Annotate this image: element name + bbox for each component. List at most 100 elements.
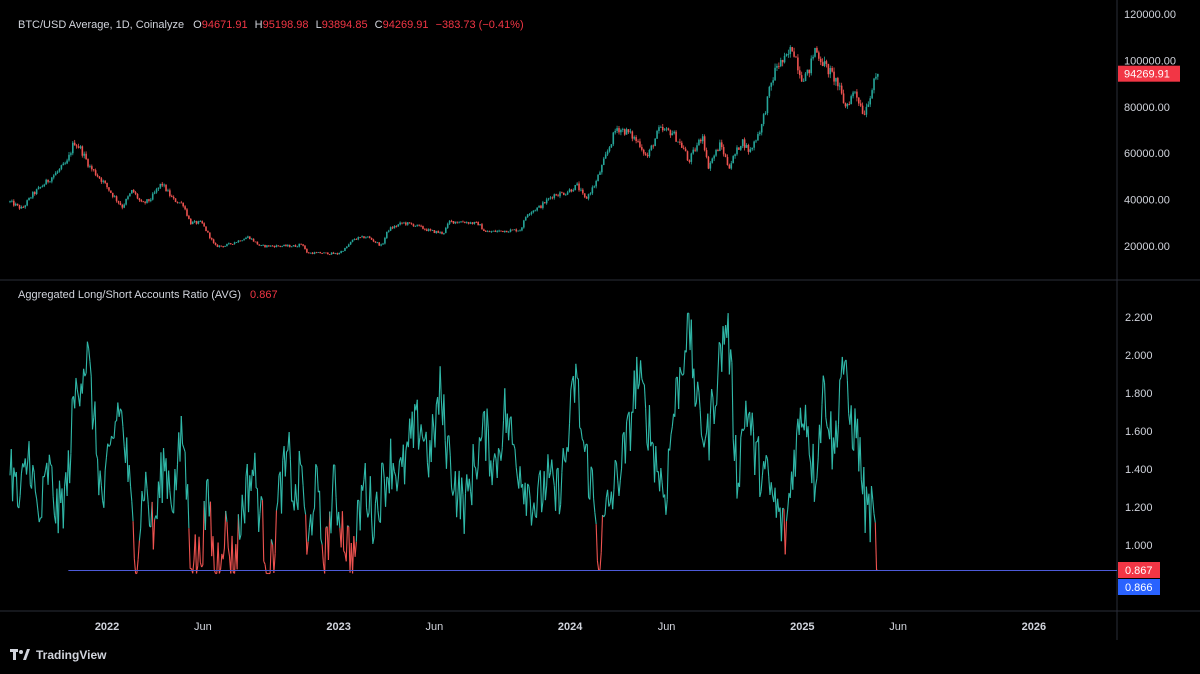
candle-body[interactable] xyxy=(64,163,66,165)
candle-body[interactable] xyxy=(490,231,493,233)
candle-body[interactable] xyxy=(568,189,571,193)
candle-body[interactable] xyxy=(648,149,651,157)
candle-body[interactable] xyxy=(117,200,120,203)
candle-body[interactable] xyxy=(720,142,723,148)
candle-body[interactable] xyxy=(283,244,285,247)
candle-body[interactable] xyxy=(203,223,205,227)
candle-body[interactable] xyxy=(772,80,774,83)
candle-body[interactable] xyxy=(260,245,263,246)
candle-body[interactable] xyxy=(401,222,403,224)
candle-body[interactable] xyxy=(692,149,695,154)
candle-body[interactable] xyxy=(852,92,854,97)
candle-body[interactable] xyxy=(313,252,316,254)
candle-body[interactable] xyxy=(146,199,148,203)
candle-body[interactable] xyxy=(536,207,538,211)
candle-body[interactable] xyxy=(439,231,441,233)
candle-body[interactable] xyxy=(384,237,386,244)
candle-body[interactable] xyxy=(484,231,487,232)
candle-body[interactable] xyxy=(22,206,25,208)
candle-body[interactable] xyxy=(652,145,655,147)
candle-body[interactable] xyxy=(406,222,409,225)
candle-body[interactable] xyxy=(831,68,833,72)
candle-body[interactable] xyxy=(532,210,535,213)
candle-body[interactable] xyxy=(113,196,116,198)
candle-body[interactable] xyxy=(511,229,514,231)
candle-body[interactable] xyxy=(338,252,341,255)
candle-body[interactable] xyxy=(231,243,234,245)
candle-body[interactable] xyxy=(37,187,40,190)
candle-body[interactable] xyxy=(51,177,53,182)
candle-body[interactable] xyxy=(395,226,398,227)
candle-body[interactable] xyxy=(599,172,601,175)
candle-body[interactable] xyxy=(549,197,552,199)
candle-body[interactable] xyxy=(614,130,616,133)
candle-body[interactable] xyxy=(425,229,428,231)
candle-body[interactable] xyxy=(269,245,272,247)
candle-body[interactable] xyxy=(443,232,445,234)
candle-body[interactable] xyxy=(33,192,36,195)
candle-body[interactable] xyxy=(368,236,371,238)
candle-body[interactable] xyxy=(481,224,483,230)
candle-body[interactable] xyxy=(547,198,550,200)
candle-body[interactable] xyxy=(458,222,460,224)
candle-body[interactable] xyxy=(405,222,407,225)
candle-body[interactable] xyxy=(505,230,508,233)
candle-body[interactable] xyxy=(524,217,527,221)
candle-body[interactable] xyxy=(81,146,84,156)
candle-body[interactable] xyxy=(578,183,580,191)
candle-body[interactable] xyxy=(70,153,72,155)
candle-body[interactable] xyxy=(41,186,44,188)
candle-body[interactable] xyxy=(100,178,103,182)
candle-body[interactable] xyxy=(825,61,828,64)
candle-body[interactable] xyxy=(673,131,675,134)
candle-body[interactable] xyxy=(542,202,544,208)
candle-body[interactable] xyxy=(437,231,440,233)
candle-body[interactable] xyxy=(739,146,742,150)
candle-body[interactable] xyxy=(859,103,862,106)
candle-body[interactable] xyxy=(161,183,164,186)
candle-body[interactable] xyxy=(523,220,525,228)
candle-body[interactable] xyxy=(861,105,864,114)
candle-body[interactable] xyxy=(616,128,618,131)
candle-body[interactable] xyxy=(317,252,320,253)
candle-body[interactable] xyxy=(311,252,314,254)
candle-body[interactable] xyxy=(705,150,708,157)
candle-body[interactable] xyxy=(245,237,247,240)
candle-body[interactable] xyxy=(258,244,261,246)
candle-body[interactable] xyxy=(471,222,474,224)
candle-body[interactable] xyxy=(694,149,696,151)
candle-body[interactable] xyxy=(45,179,47,185)
candle-body[interactable] xyxy=(469,222,472,224)
candle-body[interactable] xyxy=(248,236,251,240)
candle-body[interactable] xyxy=(479,224,481,226)
candle-body[interactable] xyxy=(184,206,186,210)
candle-body[interactable] xyxy=(715,149,717,156)
candle-body[interactable] xyxy=(68,154,70,161)
candle-body[interactable] xyxy=(306,249,308,253)
candle-body[interactable] xyxy=(713,155,715,159)
candle-body[interactable] xyxy=(563,192,565,195)
candle-body[interactable] xyxy=(167,190,169,192)
candle-body[interactable] xyxy=(296,246,299,248)
candle-body[interactable] xyxy=(561,192,563,194)
candle-body[interactable] xyxy=(877,73,879,77)
candle-body[interactable] xyxy=(222,246,224,247)
candle-body[interactable] xyxy=(106,182,108,188)
candle-body[interactable] xyxy=(736,147,738,155)
candle-body[interactable] xyxy=(151,193,154,200)
candle-body[interactable] xyxy=(856,91,858,98)
candle-body[interactable] xyxy=(372,239,375,242)
candle-body[interactable] xyxy=(452,220,455,224)
candle-body[interactable] xyxy=(58,168,61,172)
candle-body[interactable] xyxy=(129,193,131,197)
candle-body[interactable] xyxy=(378,242,381,246)
candle-body[interactable] xyxy=(703,136,706,151)
candle-body[interactable] xyxy=(764,113,767,115)
candle-body[interactable] xyxy=(180,202,183,204)
candle-body[interactable] xyxy=(810,58,813,74)
candle-body[interactable] xyxy=(595,181,597,187)
candle-body[interactable] xyxy=(680,142,683,148)
candle-body[interactable] xyxy=(43,184,46,187)
candle-body[interactable] xyxy=(660,126,662,128)
candle-body[interactable] xyxy=(682,147,685,149)
